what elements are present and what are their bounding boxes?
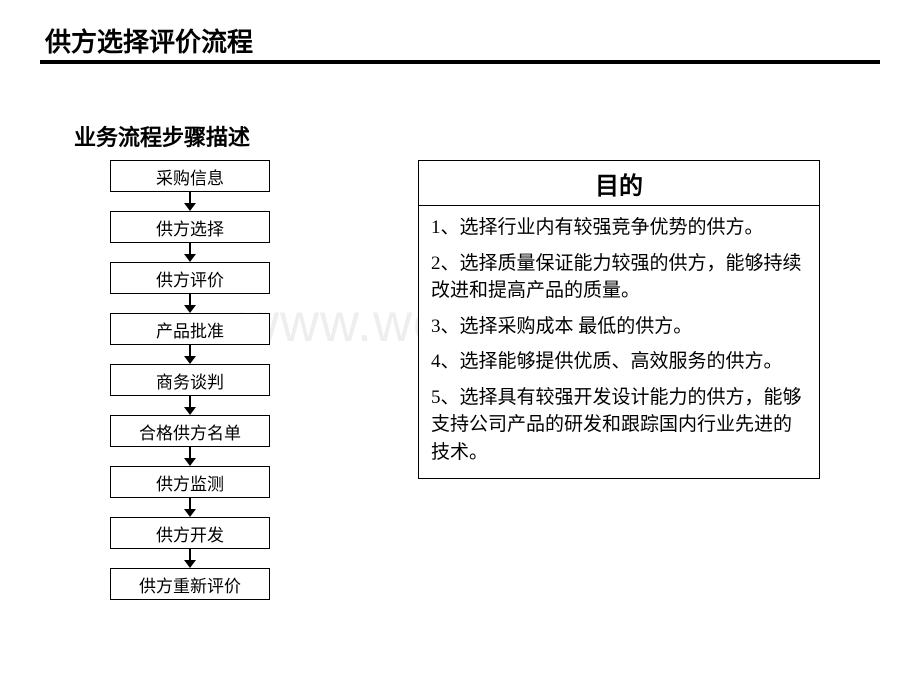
- flow-node: 产品批准: [110, 313, 270, 345]
- flow-node: 合格供方名单: [110, 415, 270, 447]
- flow-node: 供方监测: [110, 466, 270, 498]
- flow-node: 供方评价: [110, 262, 270, 294]
- flow-node-label: 产品批准: [156, 317, 224, 342]
- flow-node: 采购信息: [110, 160, 270, 192]
- page-title: 供方选择评价流程: [45, 22, 253, 59]
- flow-node-label: 合格供方名单: [139, 419, 241, 444]
- flow-node-label: 供方重新评价: [139, 572, 241, 597]
- section-subheading: 业务流程步骤描述: [74, 120, 250, 152]
- flowchart: 采购信息 供方选择 供方评价 产品批准 商务谈判 合格供方名单 供方监测 供方开…: [100, 160, 280, 600]
- purpose-item: 2、选择质量保证能力较强的供方，能够持续改进和提高产品的质量。: [431, 250, 807, 305]
- purpose-item: 3、选择采购成本 最低的供方。: [431, 313, 807, 341]
- purpose-body: 1、选择行业内有较强竞争优势的供方。 2、选择质量保证能力较强的供方，能够持续改…: [419, 206, 819, 478]
- flow-node: 商务谈判: [110, 364, 270, 396]
- flow-node-label: 供方监测: [156, 470, 224, 495]
- purpose-item: 5、选择具有较强开发设计能力的供方，能够支持公司产品的研发和跟踪国内行业先进的技…: [431, 384, 807, 467]
- purpose-item: 1、选择行业内有较强竞争优势的供方。: [431, 214, 807, 242]
- flow-node: 供方选择: [110, 211, 270, 243]
- flow-node-label: 供方选择: [156, 215, 224, 240]
- flow-node-label: 采购信息: [156, 164, 224, 189]
- flow-node-label: 供方评价: [156, 266, 224, 291]
- flow-node-label: 供方开发: [156, 521, 224, 546]
- purpose-item: 4、选择能够提供优质、高效服务的供方。: [431, 348, 807, 376]
- flow-node: 供方重新评价: [110, 568, 270, 600]
- flow-node: 供方开发: [110, 517, 270, 549]
- flow-node-label: 商务谈判: [156, 368, 224, 393]
- purpose-title: 目的: [419, 161, 819, 206]
- purpose-panel: 目的 1、选择行业内有较强竞争优势的供方。 2、选择质量保证能力较强的供方，能够…: [418, 160, 820, 479]
- title-underline: [40, 60, 880, 64]
